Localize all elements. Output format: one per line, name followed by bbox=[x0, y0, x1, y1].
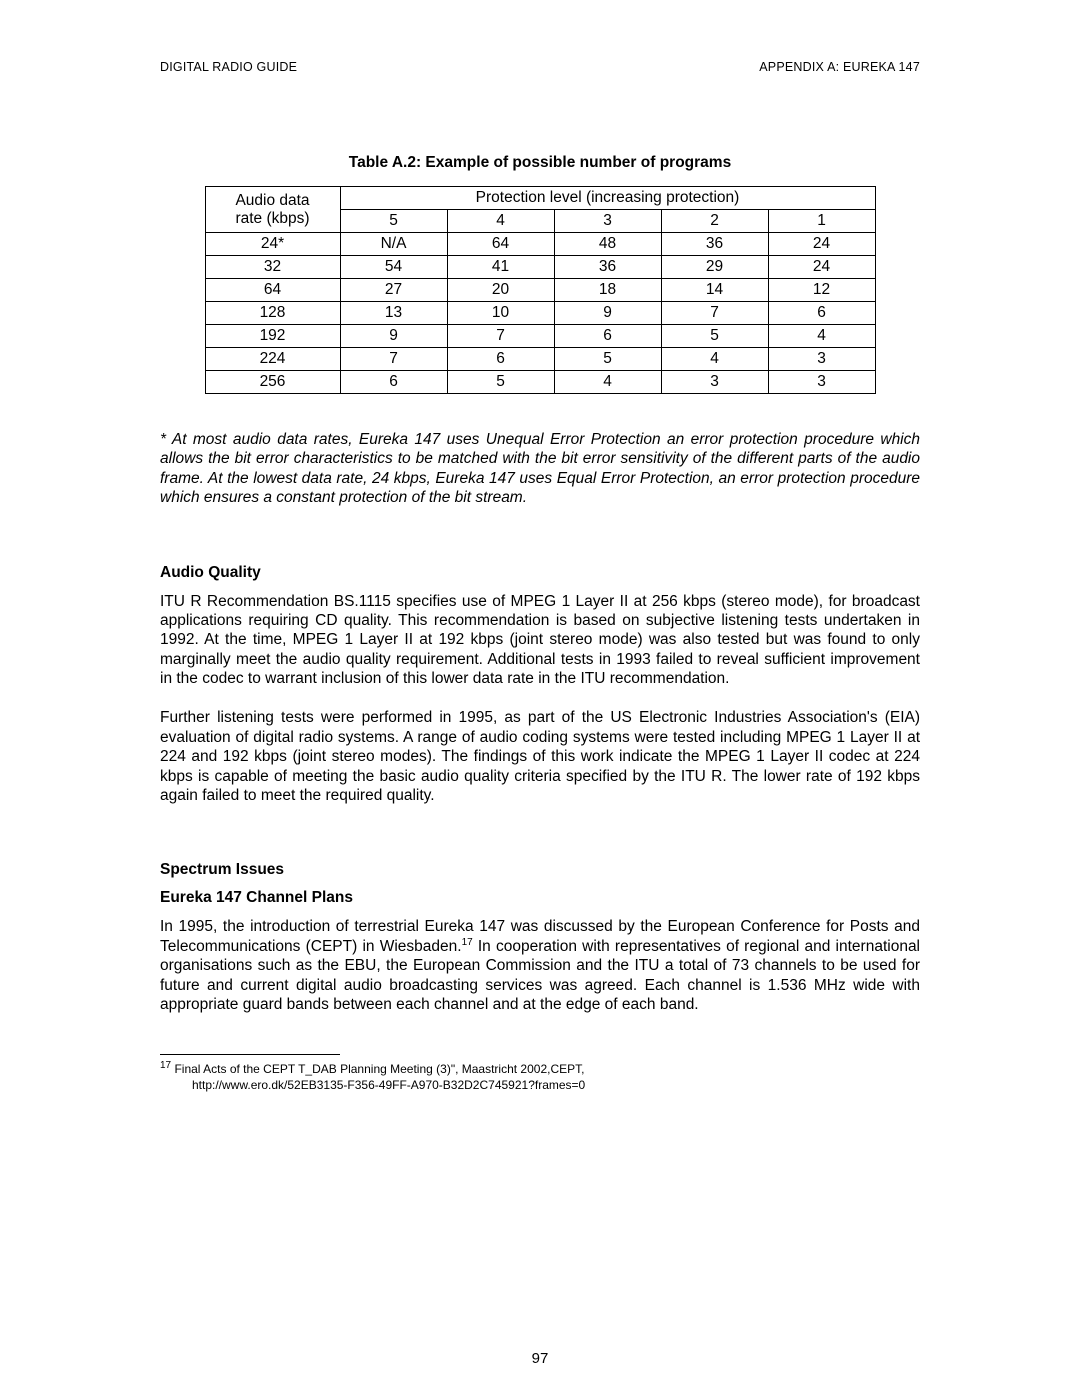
rate-cell: 24* bbox=[205, 233, 340, 256]
val-cell: 41 bbox=[447, 256, 554, 279]
val-cell: 5 bbox=[554, 348, 661, 371]
val-cell: 18 bbox=[554, 279, 661, 302]
val-cell: 5 bbox=[661, 325, 768, 348]
table-row: 128 13 10 9 7 6 bbox=[205, 302, 875, 325]
val-cell: 6 bbox=[768, 302, 875, 325]
val-cell: 20 bbox=[447, 279, 554, 302]
val-cell: 7 bbox=[661, 302, 768, 325]
table-row: 64 27 20 18 14 12 bbox=[205, 279, 875, 302]
val-cell: 36 bbox=[661, 233, 768, 256]
level-cell: 4 bbox=[447, 210, 554, 233]
table-caption: Table A.2: Example of possible number of… bbox=[160, 154, 920, 172]
footnote-ref-17: 17 bbox=[462, 937, 473, 948]
level-cell: 5 bbox=[340, 210, 447, 233]
table-row: 256 6 5 4 3 3 bbox=[205, 371, 875, 394]
val-cell: 27 bbox=[340, 279, 447, 302]
val-cell: 7 bbox=[447, 325, 554, 348]
channel-plans-heading: Eureka 147 Channel Plans bbox=[160, 889, 920, 907]
level-cell: 2 bbox=[661, 210, 768, 233]
val-cell: 12 bbox=[768, 279, 875, 302]
val-cell: N/A bbox=[340, 233, 447, 256]
spectrum-issues-heading: Spectrum Issues bbox=[160, 861, 920, 879]
rate-cell: 64 bbox=[205, 279, 340, 302]
val-cell: 6 bbox=[554, 325, 661, 348]
audio-quality-para-1: ITU R Recommendation BS.1115 specifies u… bbox=[160, 592, 920, 689]
val-cell: 6 bbox=[340, 371, 447, 394]
row-header-line2: rate (kbps) bbox=[235, 210, 309, 227]
val-cell: 4 bbox=[554, 371, 661, 394]
table-header-row-1: Audio data rate (kbps) Protection level … bbox=[205, 187, 875, 210]
rate-cell: 256 bbox=[205, 371, 340, 394]
footnote-17: 17 Final Acts of the CEPT T_DAB Planning… bbox=[160, 1059, 920, 1093]
row-header-cell: Audio data rate (kbps) bbox=[205, 187, 340, 233]
page-number: 97 bbox=[0, 1350, 1080, 1367]
val-cell: 3 bbox=[768, 348, 875, 371]
val-cell: 13 bbox=[340, 302, 447, 325]
footnote-line1: Final Acts of the CEPT T_DAB Planning Me… bbox=[171, 1062, 584, 1076]
val-cell: 14 bbox=[661, 279, 768, 302]
val-cell: 48 bbox=[554, 233, 661, 256]
programs-table: Audio data rate (kbps) Protection level … bbox=[205, 186, 876, 394]
audio-quality-heading: Audio Quality bbox=[160, 564, 920, 582]
rate-cell: 224 bbox=[205, 348, 340, 371]
val-cell: 4 bbox=[661, 348, 768, 371]
row-header-line1: Audio data bbox=[235, 192, 309, 209]
table-row: 192 9 7 6 5 4 bbox=[205, 325, 875, 348]
val-cell: 3 bbox=[661, 371, 768, 394]
val-cell: 7 bbox=[340, 348, 447, 371]
audio-quality-para-2: Further listening tests were performed i… bbox=[160, 708, 920, 805]
val-cell: 9 bbox=[340, 325, 447, 348]
running-header: DIGITAL RADIO GUIDE APPENDIX A: EUREKA 1… bbox=[160, 60, 920, 74]
rate-cell: 192 bbox=[205, 325, 340, 348]
footnote-marker: 17 bbox=[160, 1060, 171, 1071]
val-cell: 24 bbox=[768, 233, 875, 256]
channel-plans-para: In 1995, the introduction of terrestrial… bbox=[160, 917, 920, 1014]
table-row: 224 7 6 5 4 3 bbox=[205, 348, 875, 371]
val-cell: 6 bbox=[447, 348, 554, 371]
val-cell: 3 bbox=[768, 371, 875, 394]
rate-cell: 128 bbox=[205, 302, 340, 325]
val-cell: 10 bbox=[447, 302, 554, 325]
footnote-line2: http://www.ero.dk/52EB3135-F356-49FF-A97… bbox=[160, 1077, 920, 1093]
table-row: 32 54 41 36 29 24 bbox=[205, 256, 875, 279]
footnote-rule bbox=[160, 1054, 340, 1055]
val-cell: 4 bbox=[768, 325, 875, 348]
rate-cell: 32 bbox=[205, 256, 340, 279]
val-cell: 54 bbox=[340, 256, 447, 279]
val-cell: 64 bbox=[447, 233, 554, 256]
header-left: DIGITAL RADIO GUIDE bbox=[160, 60, 297, 74]
val-cell: 24 bbox=[768, 256, 875, 279]
val-cell: 5 bbox=[447, 371, 554, 394]
table-row: 24* N/A 64 48 36 24 bbox=[205, 233, 875, 256]
group-header-cell: Protection level (increasing protection) bbox=[340, 187, 875, 210]
level-cell: 1 bbox=[768, 210, 875, 233]
table-footnote: * At most audio data rates, Eureka 147 u… bbox=[160, 430, 920, 508]
level-cell: 3 bbox=[554, 210, 661, 233]
val-cell: 36 bbox=[554, 256, 661, 279]
val-cell: 29 bbox=[661, 256, 768, 279]
header-right: APPENDIX A: EUREKA 147 bbox=[759, 60, 920, 74]
val-cell: 9 bbox=[554, 302, 661, 325]
page: DIGITAL RADIO GUIDE APPENDIX A: EUREKA 1… bbox=[0, 0, 1080, 1397]
